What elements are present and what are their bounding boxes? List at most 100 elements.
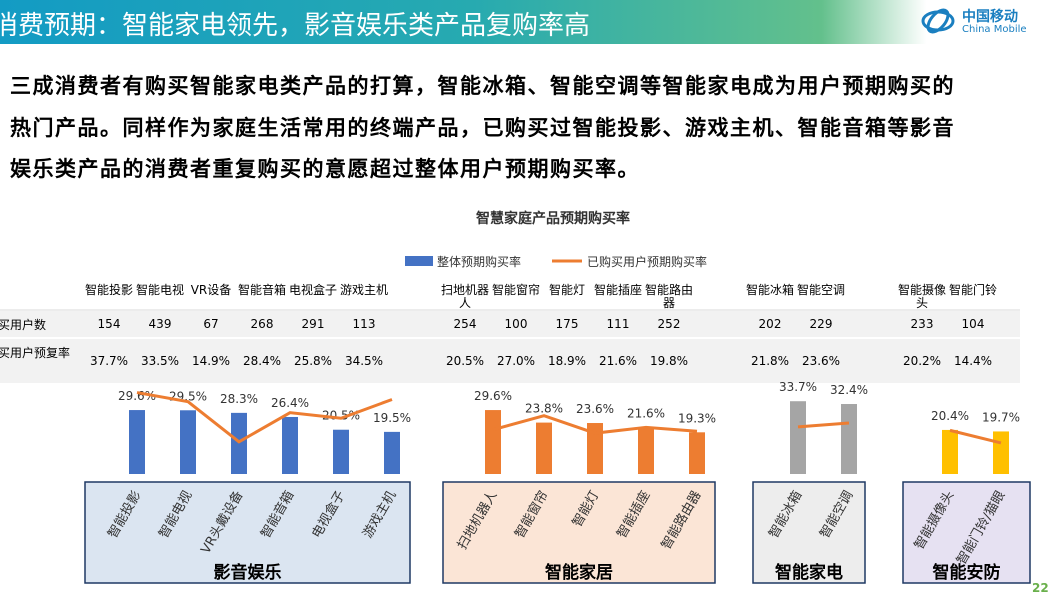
logo-text: 中国移动 (962, 9, 1018, 25)
group-box (84, 481, 411, 584)
table-header-cell: 智能音箱 (237, 283, 286, 297)
line-series (136, 391, 393, 444)
legend-label: 已购买用户预期购买率 (587, 254, 707, 269)
table-count-cell: 100 (504, 317, 528, 331)
legend-label: 整体预期购买率 (437, 254, 521, 269)
table-rate-cell: 37.7% (89, 354, 129, 368)
bar-value-label: 19.7% (982, 410, 1020, 424)
bar (942, 429, 958, 474)
row-label: 购买用户数 (0, 318, 47, 332)
table-count-cell: 254 (453, 317, 477, 331)
line-series (797, 421, 850, 429)
table-rate-cell: 21.8% (750, 354, 790, 368)
group-name: 智能家电 (775, 562, 843, 583)
table-header-cell: 智能投影 (84, 283, 133, 297)
logo-text: China Mobile (962, 24, 1027, 35)
bar (841, 404, 857, 474)
table-count-cell: 111 (606, 317, 630, 331)
summary-line: 热门产品。同样作为家庭生活常用的终端产品，已购买过智能投影、游戏主机、智能音箱等… (10, 116, 955, 140)
table-rate-cell: 25.8% (293, 354, 333, 368)
bar (790, 401, 806, 474)
group-box (902, 481, 1031, 584)
logo-mark (921, 8, 955, 34)
table-rate-cell: 14.9% (191, 354, 231, 368)
table-header-cell: 智能摄像头 (897, 283, 946, 310)
table-count-cell: 104 (961, 317, 985, 331)
table-header-cell: 电视盒子 (288, 283, 337, 297)
table-rate-cell: 33.5% (140, 354, 180, 368)
table-header-cell: 扫地机器人 (440, 283, 489, 310)
slide-title: 消费预期：智能家电领先，影音娱乐类产品复购率高 (0, 11, 591, 41)
table-rate-cell: 21.6% (598, 354, 638, 368)
table-header-cell: 智能电视 (135, 283, 184, 297)
table-count-cell: 233 (910, 317, 934, 331)
bar (333, 429, 349, 474)
bar-value-label: 26.4% (271, 396, 309, 410)
table-header-cell: VR设备 (190, 283, 232, 297)
chart-title: 智慧家庭产品预期购买率 (475, 210, 630, 227)
page-number: 22 (1032, 581, 1049, 595)
table-count-cell: 67 (203, 317, 219, 331)
line-series (949, 428, 1002, 445)
table-rate-cell: 19.8% (649, 354, 689, 368)
table-rate-cell: 34.5% (344, 354, 384, 368)
bar-value-label: 19.3% (678, 411, 716, 425)
bar (993, 431, 1009, 474)
table-rate-cell: 20.5% (445, 354, 485, 368)
group-box (442, 481, 716, 584)
table-header-cell: 智能空调 (796, 283, 845, 297)
legend-swatch (405, 256, 433, 266)
bar-value-label: 29.6% (118, 389, 156, 403)
table-rate-cell: 20.2% (902, 354, 942, 368)
table-rate-cell: 23.6% (801, 354, 841, 368)
table-rate-cell: 28.4% (242, 354, 282, 368)
bar (129, 410, 145, 474)
table-count-cell: 439 (148, 317, 172, 331)
bar (638, 427, 654, 474)
bar (485, 410, 501, 474)
table-count-cell: 154 (97, 317, 121, 331)
bar (282, 416, 298, 474)
table-header-cell: 智能窗帘 (491, 283, 540, 297)
group-box (752, 481, 866, 584)
table-header-cell: 智能路由器 (644, 283, 693, 310)
bar-value-label: 33.7% (779, 380, 817, 394)
header-bar: 消费预期：智能家电领先，影音娱乐类产品复购率高 中国移动 China Mobil… (0, 0, 1053, 44)
bar (587, 423, 603, 474)
group-name: 智能安防 (933, 562, 1001, 583)
table-row-bg (0, 339, 1020, 383)
bar-value-label: 23.8% (525, 402, 563, 416)
bar (536, 422, 552, 474)
table-header-cell: 智能灯 (548, 283, 585, 297)
summary-line: 娱乐类产品的消费者重复购买的意愿超过整体用户预期购买率。 (10, 157, 640, 181)
row-label: 购买用户预复率 (0, 346, 71, 360)
bar-value-label: 29.6% (474, 389, 512, 403)
table-count-cell: 175 (555, 317, 579, 331)
bar (180, 410, 196, 474)
bar-value-label: 32.4% (830, 383, 868, 397)
table-header-cell: 智能门铃 (948, 283, 997, 297)
table-row-bg (0, 311, 1020, 337)
table-count-cell: 229 (809, 317, 833, 331)
bar-value-label: 19.5% (373, 411, 411, 425)
bar (384, 431, 400, 474)
table-header-cell: 智能插座 (593, 283, 642, 297)
table-rate-cell: 14.4% (953, 354, 993, 368)
table-header-cell: 游戏主机 (339, 283, 388, 297)
line-series (492, 414, 698, 435)
group-name: 影音娱乐 (214, 562, 282, 583)
bar-value-label: 21.6% (627, 406, 665, 420)
group-name: 智能家居 (545, 562, 613, 583)
table-count-cell: 268 (250, 317, 274, 331)
bar-value-label: 28.3% (220, 392, 258, 406)
bar-value-label: 20.4% (931, 409, 969, 423)
table-count-cell: 252 (657, 317, 681, 331)
bar-value-label: 20.5% (322, 409, 360, 423)
bar (689, 432, 705, 474)
table-header-cell: 智能冰箱 (745, 283, 794, 297)
table-count-cell: 113 (352, 317, 376, 331)
table-rate-cell: 18.9% (547, 354, 587, 368)
table-count-cell: 202 (758, 317, 782, 331)
